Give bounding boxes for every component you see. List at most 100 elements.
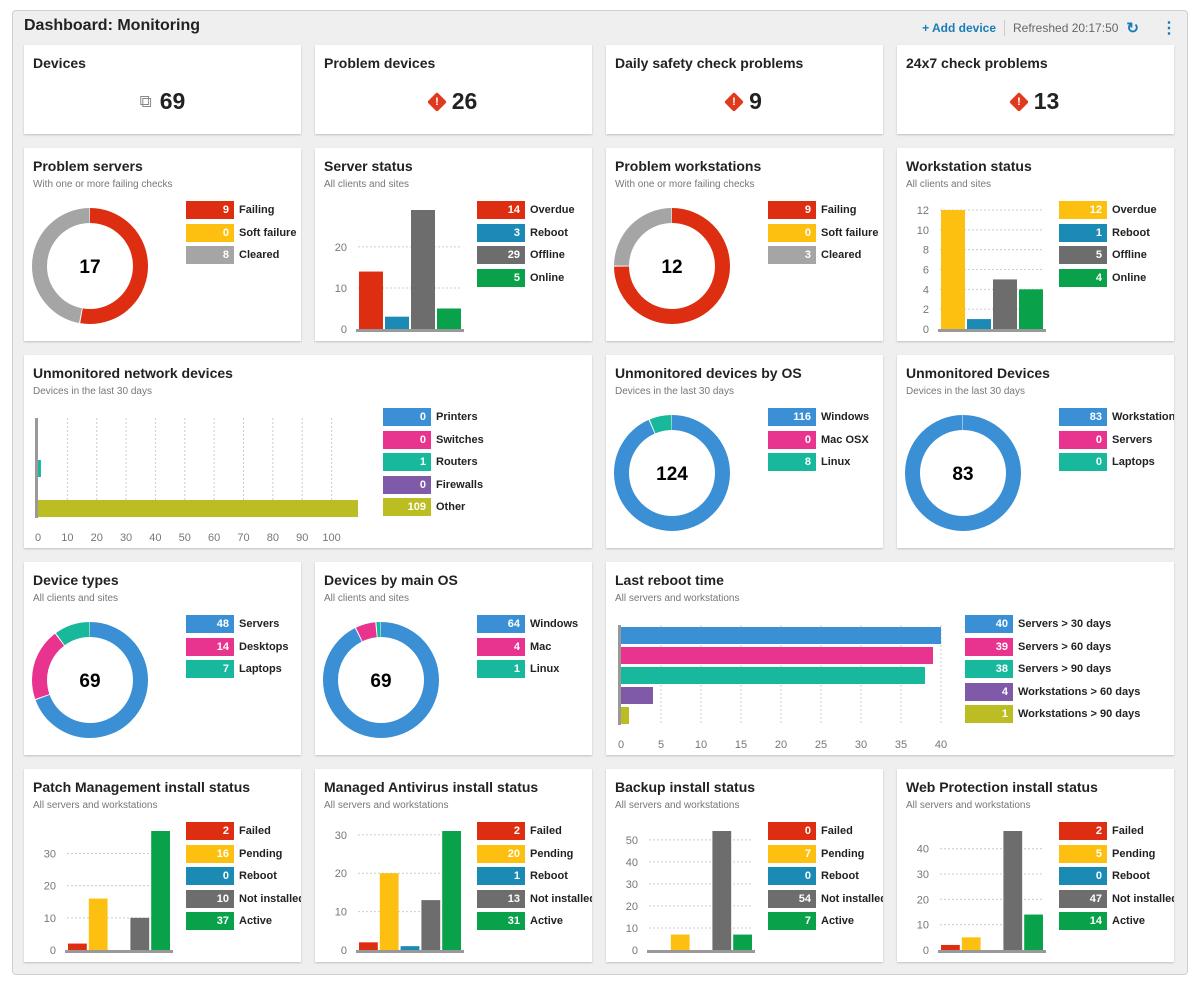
refresh-icon[interactable]: ↻ <box>1126 20 1139 37</box>
legend-value: 39 <box>965 637 1013 656</box>
legend-item[interactable]: 0 Reboot <box>1059 867 1150 885</box>
widget-last-reboot-time[interactable]: Last reboot time All servers and workstat… <box>606 562 1174 755</box>
legend-item[interactable]: 16 Pending <box>186 844 282 863</box>
widget-unmonitored-devices[interactable]: Unmonitored Devices Devices in the last 3… <box>897 355 1174 548</box>
widget-unmonitored-devices-by-os[interactable]: Unmonitored devices by OS Devices in the … <box>606 355 883 548</box>
widget-24x7-check-problems[interactable]: 24x7 check problems! 13 <box>897 45 1174 134</box>
widget-device-types[interactable]: Device types All clients and sites 48 Serve… <box>24 562 301 755</box>
legend-item[interactable]: 2 Failed <box>186 822 271 840</box>
legend-item[interactable]: 109 Other <box>383 498 465 516</box>
legend-item[interactable]: 0 Switches <box>383 430 484 449</box>
legend-value: 31 <box>477 912 525 930</box>
legend-item[interactable]: 8 Cleared <box>186 246 279 264</box>
legend-item[interactable]: 0 Laptops <box>1059 453 1155 471</box>
add-device-button[interactable]: + Add device <box>922 21 996 35</box>
widget-managed-antivirus-install-status[interactable]: Managed Antivirus install status All serv… <box>315 769 592 962</box>
legend-item[interactable]: 9 Failing <box>186 201 274 219</box>
legend-item[interactable]: 54 Not installed <box>768 889 883 908</box>
y-tick-label: 40 <box>626 857 638 869</box>
legend-item[interactable]: 1 Linux <box>477 660 559 678</box>
legend-item[interactable]: 40 Servers > 30 days <box>965 615 1111 633</box>
legend-item[interactable]: 3 Reboot <box>477 223 568 242</box>
legend-item[interactable]: 7 Active <box>768 912 854 930</box>
widget-web-protection-install-status[interactable]: Web Protection install status All servers… <box>897 769 1174 962</box>
legend-value: 8 <box>186 246 234 264</box>
legend-item[interactable]: 2 Failed <box>1059 822 1144 840</box>
legend-item[interactable]: 0 Mac OSX <box>768 430 869 449</box>
legend-item[interactable]: 116 Windows <box>768 408 869 426</box>
legend-item[interactable]: 29 Offline <box>477 246 565 264</box>
widget-problem-workstations[interactable]: Problem workstations With one or more fai… <box>606 148 883 341</box>
legend-item[interactable]: 2 Failed <box>477 822 562 840</box>
legend-item[interactable]: 0 Reboot <box>768 867 859 885</box>
legend-item[interactable]: 0 Reboot <box>186 867 277 885</box>
legend-item[interactable]: 4 Workstations > 60 days <box>965 682 1140 701</box>
legend-item[interactable]: 47 Not installed <box>1059 889 1174 908</box>
legend-item[interactable]: 1 Routers <box>383 453 478 471</box>
legend-item[interactable]: 31 Active <box>477 912 563 930</box>
widget-devices-by-main-os[interactable]: Devices by main OS All clients and sites 6… <box>315 562 592 755</box>
widget-daily-safety-check-problems[interactable]: Daily safety check problems! 9 <box>606 45 883 134</box>
legend-value: 38 <box>965 660 1013 678</box>
legend-item[interactable]: 0 Servers <box>1059 430 1152 449</box>
bar-overdue <box>359 271 383 329</box>
legend-value: 0 <box>1059 430 1107 449</box>
bar-online <box>1019 289 1043 329</box>
widget-server-status[interactable]: Server status All clients and sites 14 Over… <box>315 148 592 341</box>
legend-item[interactable]: 14 Active <box>1059 912 1145 930</box>
legend-item[interactable]: 0 Soft failure <box>768 223 878 242</box>
page-title: Dashboard: Monitoring <box>24 17 200 34</box>
legend-item[interactable]: 83 Workstations <box>1059 408 1174 426</box>
x-tick-label: 10 <box>695 739 707 751</box>
widget-title: Backup install status <box>615 779 756 795</box>
divider <box>1004 20 1005 36</box>
legend-item[interactable]: 37 Active <box>186 912 272 930</box>
legend-item[interactable]: 14 Overdue <box>477 201 575 219</box>
legend-item[interactable]: 0 Failed <box>768 822 853 840</box>
widget-workstation-status[interactable]: Workstation status All clients and sites 1… <box>897 148 1174 341</box>
legend-item[interactable]: 20 Pending <box>477 844 573 863</box>
legend-item[interactable]: 7 Pending <box>768 844 864 863</box>
legend-item[interactable]: 48 Servers <box>186 615 279 633</box>
legend-item[interactable]: 10 Not installed <box>186 889 301 908</box>
widget-title: Problem devices <box>324 55 436 71</box>
widget-devices[interactable]: Devices ⧉ 69 <box>24 45 301 134</box>
legend-item[interactable]: 13 Not installed <box>477 889 592 908</box>
bar-online <box>437 308 461 329</box>
legend-item[interactable]: 3 Cleared <box>768 246 861 264</box>
widget-problem-devices[interactable]: Problem devices! 26 <box>315 45 592 134</box>
bar-workstations-90-days <box>621 707 629 724</box>
kebab-menu-icon[interactable]: ⋮ <box>1161 20 1177 37</box>
legend-item[interactable]: 4 Online <box>1059 268 1146 287</box>
legend-item[interactable]: 1 Reboot <box>1059 223 1150 242</box>
legend-item[interactable]: 1 Workstations > 90 days <box>965 705 1140 723</box>
legend-label: Active <box>821 915 855 927</box>
legend-item[interactable]: 5 Online <box>477 268 564 287</box>
legend-item[interactable]: 39 Servers > 60 days <box>965 637 1111 656</box>
widget-title: Last reboot time <box>615 572 724 588</box>
legend-item[interactable]: 64 Windows <box>477 615 578 633</box>
widget-backup-install-status[interactable]: Backup install status All servers and wor… <box>606 769 883 962</box>
widget-unmonitored-network-devices[interactable]: Unmonitored network devices Devices in th… <box>24 355 592 548</box>
legend-item[interactable]: 5 Pending <box>1059 844 1155 863</box>
legend-item[interactable]: 38 Servers > 90 days <box>965 660 1111 678</box>
legend-item[interactable]: 1 Reboot <box>477 867 568 885</box>
legend-item[interactable]: 7 Laptops <box>186 660 282 678</box>
legend-value: 4 <box>1059 268 1107 287</box>
x-tick-label: 10 <box>61 532 73 544</box>
legend-item[interactable]: 0 Firewalls <box>383 475 483 494</box>
legend-item[interactable]: 8 Linux <box>768 453 850 471</box>
widget-problem-servers[interactable]: Problem servers With one or more failing … <box>24 148 301 341</box>
y-tick-label: 20 <box>626 901 638 913</box>
legend-item[interactable]: 0 Soft failure <box>186 223 296 242</box>
widget-patch-management-install-status[interactable]: Patch Management install status All serve… <box>24 769 301 962</box>
legend-item[interactable]: 0 Printers <box>383 408 478 426</box>
widget-subtitle: All servers and workstations <box>615 800 740 811</box>
legend-item[interactable]: 12 Overdue <box>1059 201 1157 219</box>
legend-item[interactable]: 9 Failing <box>768 201 856 219</box>
legend-item[interactable]: 14 Desktops <box>186 637 289 656</box>
legend-item[interactable]: 5 Offline <box>1059 246 1147 264</box>
legend-label: Failed <box>239 825 271 837</box>
widget-title: Device types <box>33 572 119 588</box>
legend-item[interactable]: 4 Mac <box>477 637 551 656</box>
